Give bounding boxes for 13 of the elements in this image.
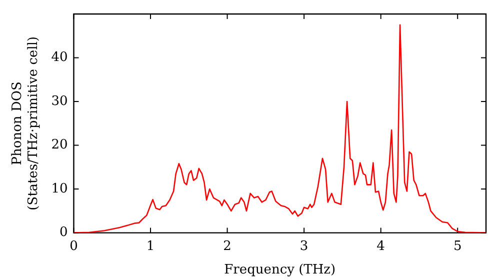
y-tick-label: 40	[51, 50, 68, 66]
x-tick-label: 1	[146, 238, 155, 254]
x-tick-label: 5	[453, 238, 462, 254]
x-tick-label: 0	[70, 238, 78, 254]
y-tick-label: 20	[51, 138, 68, 153]
x-tick-label: 4	[376, 238, 385, 254]
x-tick-label: 3	[300, 238, 308, 254]
y-tick-label: 10	[51, 181, 68, 196]
y-axis-title: Phonon DOS (States/THz·primitive cell)	[10, 36, 41, 210]
x-axis-title: Frequency (THz)	[224, 262, 336, 278]
x-tick-label: 2	[223, 238, 232, 254]
y-tick-label: 0	[59, 225, 68, 240]
y-tick-label: 30	[51, 94, 68, 109]
